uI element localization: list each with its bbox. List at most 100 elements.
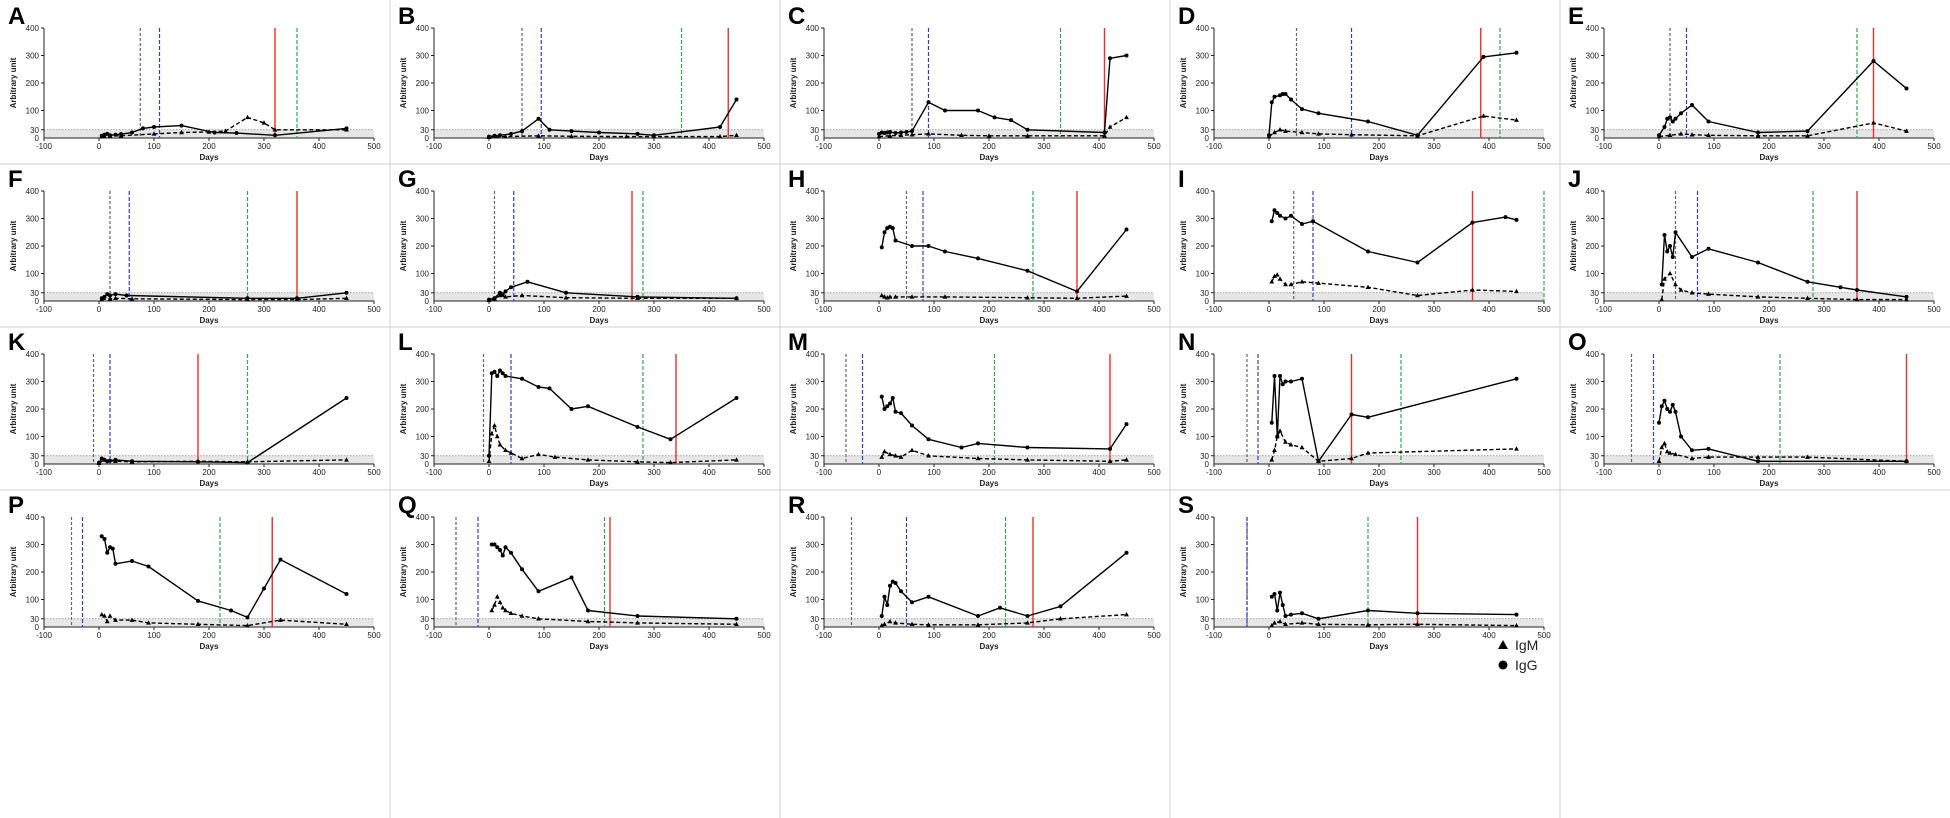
igm-point [1266,134,1272,139]
x-axis-title: Days [589,479,609,488]
igg-point [1300,107,1304,112]
igm-point [635,459,640,464]
x-tick-label: -100 [1596,305,1613,314]
igm-point [1272,129,1277,135]
y-tick-label: 400 [1196,513,1210,522]
y-tick-label: 30 [30,126,39,135]
y-tick-label: 200 [1586,242,1600,251]
x-tick-label: 300 [1427,631,1441,640]
igm-point [519,455,525,461]
y-tick-label: 200 [806,405,820,414]
igm-point [503,134,508,139]
igm-point [898,132,904,138]
igm-point [492,422,497,428]
y-tick-label: 400 [806,24,820,33]
igm-point [552,454,558,459]
y-tick-label: 400 [26,24,40,33]
igg-point [1503,215,1508,220]
igg-point [229,608,233,613]
igm-point [206,129,212,134]
panel-letter: C [788,3,805,30]
x-tick-label: 300 [1037,305,1051,314]
y-tick-label: 100 [806,596,820,605]
x-tick-label: 400 [1092,142,1106,151]
igg-point [888,583,892,588]
igg-point [344,592,349,596]
x-tick-label: 400 [1482,305,1496,314]
y-tick-label: 0 [1595,134,1600,143]
x-tick-label: -100 [1206,305,1223,314]
igm-point [1805,133,1810,138]
y-tick-label: 100 [26,596,40,605]
x-tick-label: 0 [877,142,882,151]
x-tick-label: 300 [1817,305,1831,314]
igm-point [519,613,525,618]
igg-point [1756,260,1760,265]
y-tick-label: 400 [1586,350,1600,359]
igg-point [1300,222,1304,226]
y-tick-label: 400 [806,513,820,522]
igg-point [1668,115,1672,120]
x-tick-label: 100 [927,468,941,477]
igm-point [494,433,500,439]
igm-point [113,458,118,464]
igm-point [99,297,105,302]
y-tick-label: 300 [1196,52,1210,61]
igm-point [879,292,885,298]
igm-point [1277,618,1283,624]
igg-point [926,244,931,248]
y-tick-label: 30 [1590,126,1599,135]
igg-point [1706,246,1711,251]
igg-point [196,598,200,603]
y-axis-title: Arbitrary unit [399,220,408,271]
igm-point [1277,428,1283,433]
x-tick-label: -100 [426,631,443,640]
x-tick-label: 500 [1537,468,1551,477]
x-tick-label: 200 [1372,468,1386,477]
x-tick-label: -100 [1206,631,1223,640]
x-tick-label: 500 [757,631,771,640]
y-axis-title: Arbitrary unit [1179,57,1188,108]
panel-letter: M [788,329,808,356]
y-tick-label: 300 [1586,52,1600,61]
y-tick-label: 200 [416,405,430,414]
y-tick-label: 100 [416,433,430,442]
x-tick-label: 500 [1537,631,1551,640]
igg-point [879,614,884,618]
igm-point [563,295,569,300]
igg-point [525,279,530,284]
igg-point [1272,592,1277,596]
igm-point [129,459,135,464]
igm-point [1481,113,1486,118]
igg-point [108,293,112,298]
x-tick-label: 100 [537,142,551,151]
igm-point [1272,273,1277,279]
igm-point [585,618,591,624]
y-tick-label: 300 [416,541,430,550]
y-tick-label: 100 [416,270,430,279]
igm-point [1025,457,1030,462]
x-tick-label: 0 [487,305,492,314]
igm-point [1805,454,1810,459]
y-tick-label: 30 [420,615,429,624]
igg-point [1025,127,1030,132]
igg-point [1366,119,1370,124]
igg-point [910,129,914,134]
igg-point [635,424,640,429]
x-axis-title: Days [589,153,609,162]
y-tick-label: 300 [416,378,430,387]
x-tick-label: -100 [426,468,443,477]
legend-igg-marker [1498,660,1508,670]
x-tick-label: 400 [1482,631,1496,640]
x-tick-label: 200 [1372,631,1386,640]
y-axis-title: Arbitrary unit [1179,383,1188,434]
x-tick-label: 200 [1762,305,1776,314]
x-tick-label: 200 [982,468,996,477]
y-axis-title: Arbitrary unit [1569,220,1578,271]
x-tick-label: 100 [1317,305,1331,314]
igg-point [569,129,574,134]
x-tick-label: 100 [927,305,941,314]
igg-point [888,401,892,406]
x-tick-label: 300 [1427,142,1441,151]
igg-point [718,125,722,129]
